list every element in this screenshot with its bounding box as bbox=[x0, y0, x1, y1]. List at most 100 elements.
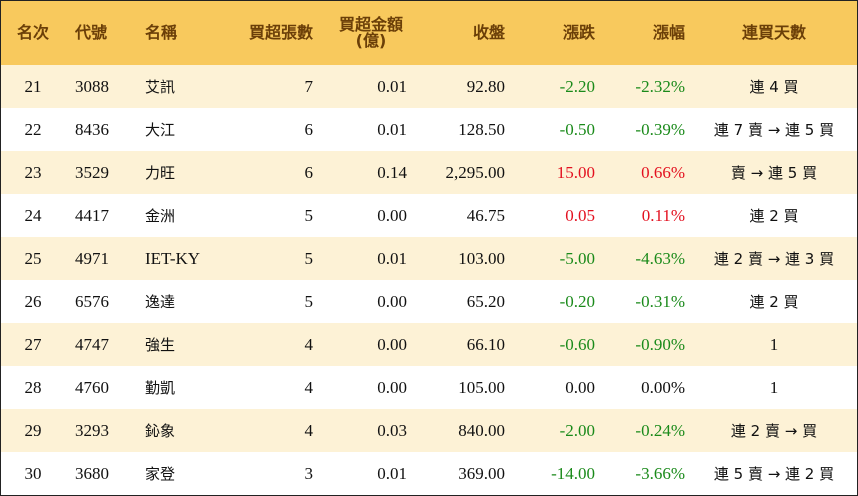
net-buy-lots-cell: 3 bbox=[304, 463, 314, 483]
name-cell[interactable]: 家登 bbox=[145, 465, 176, 483]
consecutive-days-cell[interactable]: 賣 → 連 5 買 bbox=[730, 164, 818, 182]
code-cell: 8436 bbox=[75, 119, 109, 139]
net-buy-amount-cell: 0.01 bbox=[377, 119, 407, 139]
table-row[interactable]: 25 4971 IET-KY 5 0.01 103.00 -5.00 -4.63% 連 2 賣 … bbox=[1, 237, 857, 280]
table-header-row: 名次 代號 名稱 買超張數 買超金額 (億) 收盤 漲跌 漲幅 連買天數 bbox=[1, 1, 857, 65]
net-buy-amount-cell: 0.01 bbox=[377, 248, 407, 268]
code-cell: 4747 bbox=[75, 334, 109, 354]
header-change[interactable]: 漲跌 bbox=[562, 23, 595, 42]
change-pct-cell: 0.00% bbox=[641, 377, 685, 397]
table-row[interactable]: 29 3293 鈊象 4 0.03 840.00 -2.00 -0.24% 連 2 賣 → 買 bbox=[1, 409, 857, 452]
consecutive-days-cell[interactable]: 連 2 買 bbox=[749, 207, 799, 225]
change-cell: -2.20 bbox=[559, 76, 595, 96]
header-name[interactable]: 名稱 bbox=[145, 23, 178, 42]
consecutive-days-cell[interactable]: 連 2 賣 → 買 bbox=[730, 422, 818, 440]
header-code[interactable]: 代號 bbox=[75, 23, 108, 42]
code-cell: 6576 bbox=[75, 291, 109, 311]
net-buy-amount-cell: 0.01 bbox=[377, 76, 407, 96]
name-cell[interactable]: 強生 bbox=[145, 336, 176, 354]
consecutive-days-cell[interactable]: 連 2 賣 → 連 3 買 bbox=[713, 250, 835, 268]
consecutive-days-cell[interactable]: 連 7 賣 → 連 5 買 bbox=[713, 121, 835, 139]
close-cell: 65.20 bbox=[466, 291, 505, 311]
change-pct-cell: 0.66% bbox=[641, 162, 685, 182]
code-cell: 4760 bbox=[75, 377, 109, 397]
rank-cell: 25 bbox=[24, 248, 42, 268]
rank-cell: 28 bbox=[24, 377, 42, 397]
change-pct-cell: -4.63% bbox=[635, 248, 685, 268]
net-buy-amount-cell: 0.01 bbox=[377, 463, 407, 483]
rank-cell: 26 bbox=[24, 291, 42, 311]
name-cell[interactable]: 逸達 bbox=[145, 293, 176, 311]
name-cell[interactable]: 金洲 bbox=[145, 207, 176, 225]
change-cell: 0.05 bbox=[565, 205, 595, 225]
table-row[interactable]: 22 8436 大江 6 0.01 128.50 -0.50 -0.39% 連 7 賣 → 連 … bbox=[1, 108, 857, 151]
change-cell: -14.00 bbox=[551, 463, 595, 483]
name-cell[interactable]: 鈊象 bbox=[145, 422, 176, 440]
net-buy-lots-cell: 6 bbox=[304, 162, 314, 182]
rank-cell: 24 bbox=[24, 205, 42, 225]
header-consecutive-days[interactable]: 連買天數 bbox=[741, 23, 806, 42]
net-buy-lots-cell: 4 bbox=[304, 420, 314, 440]
net-buy-amount-cell: 0.00 bbox=[377, 334, 407, 354]
consecutive-days-cell[interactable]: 連 5 賣 → 連 2 買 bbox=[713, 465, 835, 483]
net-buy-amount-cell: 0.00 bbox=[377, 205, 407, 225]
rank-cell: 29 bbox=[24, 420, 42, 440]
header-rank[interactable]: 名次 bbox=[16, 23, 49, 42]
consecutive-days-cell[interactable]: 連 4 買 bbox=[749, 78, 799, 96]
table-body: 21 3088 艾訊 7 0.01 92.80 -2.20 -2.32% 連 4 買 22 8436… bbox=[1, 65, 857, 495]
close-cell: 46.75 bbox=[466, 205, 505, 225]
name-cell[interactable]: IET-KY bbox=[145, 248, 201, 268]
close-cell: 840.00 bbox=[458, 420, 505, 440]
table-row[interactable]: 24 4417 金洲 5 0.00 46.75 0.05 0.11% 連 2 買 bbox=[1, 194, 857, 237]
code-cell: 3529 bbox=[75, 162, 109, 182]
change-pct-cell: -0.39% bbox=[635, 119, 685, 139]
net-buy-lots-cell: 4 bbox=[304, 334, 314, 354]
change-cell: -5.00 bbox=[559, 248, 595, 268]
code-cell: 3293 bbox=[75, 420, 109, 440]
header-net-buy-amount[interactable]: 買超金額 (億) bbox=[338, 15, 403, 50]
net-buy-lots-cell: 6 bbox=[304, 119, 314, 139]
net-buy-lots-cell: 4 bbox=[304, 377, 314, 397]
table-row[interactable]: 21 3088 艾訊 7 0.01 92.80 -2.20 -2.32% 連 4 買 bbox=[1, 65, 857, 108]
code-cell: 3088 bbox=[75, 76, 109, 96]
rank-cell: 30 bbox=[24, 463, 42, 483]
name-cell[interactable]: 大江 bbox=[145, 121, 176, 139]
consecutive-days-cell[interactable]: 連 2 買 bbox=[749, 293, 799, 311]
table-row[interactable]: 26 6576 逸達 5 0.00 65.20 -0.20 -0.31% 連 2 買 bbox=[1, 280, 857, 323]
change-cell: -2.00 bbox=[559, 420, 595, 440]
close-cell: 103.00 bbox=[458, 248, 505, 268]
name-cell[interactable]: 勤凱 bbox=[145, 379, 176, 397]
header-net-buy-lots[interactable]: 買超張數 bbox=[248, 23, 313, 42]
name-cell[interactable]: 艾訊 bbox=[145, 78, 176, 96]
code-cell: 4971 bbox=[75, 248, 109, 268]
change-cell: -0.20 bbox=[559, 291, 595, 311]
table-row[interactable]: 28 4760 勤凱 4 0.00 105.00 0.00 0.00% 1 bbox=[1, 366, 857, 409]
table-row[interactable]: 27 4747 強生 4 0.00 66.10 -0.60 -0.90% 1 bbox=[1, 323, 857, 366]
header-change-pct[interactable]: 漲幅 bbox=[652, 23, 685, 42]
table-row[interactable]: 30 3680 家登 3 0.01 369.00 -14.00 -3.66% 連 5 賣 → 連… bbox=[1, 452, 857, 495]
consecutive-days-cell[interactable]: 1 bbox=[769, 377, 779, 397]
change-pct-cell: -3.66% bbox=[635, 463, 685, 483]
close-cell: 369.00 bbox=[458, 463, 505, 483]
rank-cell: 22 bbox=[24, 119, 42, 139]
table-row[interactable]: 23 3529 力旺 6 0.14 2,295.00 15.00 0.66% 賣 → 連 5 買 bbox=[1, 151, 857, 194]
close-cell: 105.00 bbox=[458, 377, 505, 397]
net-buy-lots-cell: 7 bbox=[304, 76, 314, 96]
rank-cell: 23 bbox=[24, 162, 42, 182]
name-cell[interactable]: 力旺 bbox=[145, 164, 176, 182]
net-buy-amount-cell: 0.03 bbox=[377, 420, 407, 440]
net-buy-lots-cell: 5 bbox=[304, 291, 314, 311]
close-cell: 92.80 bbox=[466, 76, 505, 96]
change-cell: 0.00 bbox=[565, 377, 595, 397]
net-buy-amount-cell: 0.00 bbox=[377, 291, 407, 311]
header-close[interactable]: 收盤 bbox=[472, 23, 505, 42]
change-cell: -0.60 bbox=[559, 334, 595, 354]
close-cell: 2,295.00 bbox=[445, 162, 506, 182]
code-cell: 4417 bbox=[75, 205, 109, 225]
consecutive-days-cell[interactable]: 1 bbox=[769, 334, 779, 354]
net-buy-amount-cell: 0.14 bbox=[377, 162, 407, 182]
change-pct-cell: -0.31% bbox=[635, 291, 685, 311]
change-pct-cell: 0.11% bbox=[641, 205, 685, 225]
